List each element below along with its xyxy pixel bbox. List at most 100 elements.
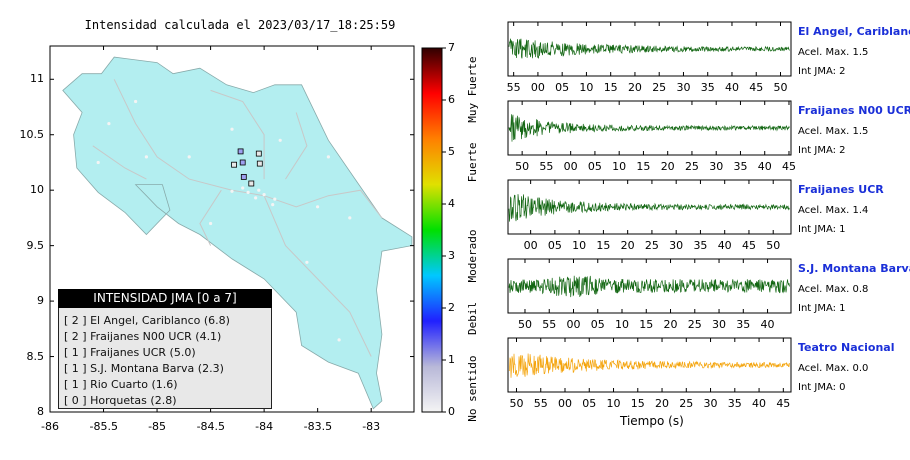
station-marker[interactable]: [255, 150, 262, 157]
legend-box: [58, 289, 272, 409]
station-name: Fraijanes N00 UCR: [798, 104, 910, 117]
colorbar-tick-label: 0: [448, 405, 455, 418]
time-tick-label: 50: [509, 397, 524, 410]
station-acel-max: Acel. Max. 0.0: [798, 363, 869, 374]
time-tick-label: 35: [700, 81, 715, 94]
station-marker[interactable]: [256, 160, 263, 167]
time-tick-label: 50: [515, 160, 530, 173]
time-tick-label: 30: [676, 81, 691, 94]
time-tick-label: 35: [736, 318, 751, 331]
road-line: [285, 112, 308, 180]
time-tick-label: 45: [741, 239, 756, 252]
time-tick-label: 15: [630, 397, 645, 410]
y-tick-label: 11: [30, 72, 44, 86]
colorbar-category-label: Moderado: [466, 230, 479, 283]
station-marker[interactable]: [237, 148, 244, 155]
colorbar-tick-label: 2: [448, 301, 455, 314]
time-tick-label: 10: [579, 81, 594, 94]
time-tick-label: 05: [590, 318, 605, 331]
station-marker[interactable]: [231, 161, 238, 168]
station-name: El Angel, Cariblanco: [798, 25, 910, 38]
time-tick-label: 00: [530, 81, 545, 94]
time-tick-label: 00: [558, 397, 572, 410]
colorbar-category-label: Debil: [466, 302, 479, 335]
waveform-panel: [507, 21, 792, 77]
town-marker: [134, 99, 138, 104]
town-marker: [305, 260, 309, 264]
road-line: [92, 145, 147, 180]
time-tick-label: 50: [517, 318, 532, 331]
town-marker: [271, 203, 275, 207]
station-name: Fraijanes UCR: [798, 183, 884, 196]
station-jma-intensity: Int JMA: 1: [798, 303, 846, 314]
time-tick-label: 10: [612, 160, 627, 173]
colorbar-tick-label: 7: [448, 41, 455, 54]
time-tick-label: 45: [781, 160, 796, 173]
x-tick-label: -85: [148, 420, 167, 433]
town-marker: [107, 122, 111, 126]
time-tick-label: 10: [615, 318, 629, 331]
road-line: [263, 195, 372, 357]
town-marker: [187, 155, 191, 159]
town-marker: [337, 338, 341, 342]
time-tick-label: 35: [693, 239, 708, 252]
x-tick-label: -84: [255, 420, 274, 433]
time-tick-label: 50: [773, 81, 788, 94]
town-marker: [316, 205, 320, 209]
x-tick-label: -83.5: [303, 420, 333, 433]
time-tick-label: 15: [603, 81, 618, 94]
time-tick-label: 35: [727, 397, 742, 410]
x-tick-label: -83: [362, 420, 381, 433]
time-tick-label: 55: [542, 318, 557, 331]
time-tick-label: 30: [712, 318, 727, 331]
legend-item: [ 1 ] Rio Cuarto (1.6): [64, 378, 178, 391]
town-marker: [326, 155, 330, 159]
y-tick-label: 9: [37, 294, 44, 308]
intensity-colorbar: No sentido Debil Moderado Fuerte Muy Fuerte: [421, 47, 479, 422]
time-tick-label: 20: [627, 81, 642, 94]
time-tick-label: 55: [506, 81, 521, 94]
x-tick-label: -85.5: [89, 420, 118, 433]
time-tick-label: 20: [620, 239, 635, 252]
town-marker: [96, 160, 100, 165]
map-title: Intensidad calculada el 2023/03/17_18:25…: [84, 18, 396, 32]
time-tick-label: 00: [566, 318, 581, 331]
y-tick-label: 9.5: [26, 238, 45, 252]
town-marker: [230, 189, 234, 193]
time-tick-label: 15: [639, 318, 654, 331]
waveform-trace: [508, 353, 790, 378]
colorbar-tick-label: 1: [448, 353, 455, 366]
time-axis-label: Tiempo (s): [620, 414, 684, 428]
legend-item: [ 2 ] Fraijanes N00 UCR (4.1): [64, 330, 222, 343]
waveform-panel: [507, 337, 792, 393]
time-tick-label: 20: [655, 397, 670, 410]
legend-item: [ 1 ] Fraijanes UCR (5.0): [64, 346, 196, 359]
station-marker[interactable]: [239, 159, 246, 166]
legend-header: INTENSIDAD JMA [0 a 7]: [58, 289, 272, 308]
station-marker[interactable]: [240, 173, 247, 180]
town-marker: [241, 186, 245, 190]
time-tick-label: 45: [776, 397, 791, 410]
y-tick-label: 8: [37, 405, 44, 418]
time-tick-label: 20: [660, 160, 675, 173]
station-name: S.J. Montana Barva: [798, 262, 910, 275]
time-tick-label: 25: [652, 81, 667, 94]
road-line: [199, 189, 222, 246]
town-marker: [348, 216, 352, 220]
station-marker[interactable]: [248, 180, 255, 187]
town-marker: [254, 196, 258, 200]
time-tick-label: 35: [733, 160, 748, 173]
waveform-panel: [507, 258, 792, 314]
colorbar-scale: [421, 47, 443, 413]
town-marker: [230, 127, 234, 131]
time-tick-label: 40: [752, 397, 767, 410]
land-area: [62, 56, 413, 410]
y-tick-label: 10.5: [19, 127, 45, 141]
colorbar-tick-label: 5: [448, 145, 455, 158]
time-tick-label: 40: [724, 81, 739, 94]
time-tick-label: 40: [760, 318, 775, 331]
colorbar-tick-label: 3: [448, 249, 455, 262]
station-jma-intensity: Int JMA: 2: [798, 145, 846, 156]
time-tick-label: 00: [563, 160, 578, 173]
time-tick-label: 30: [709, 160, 724, 173]
